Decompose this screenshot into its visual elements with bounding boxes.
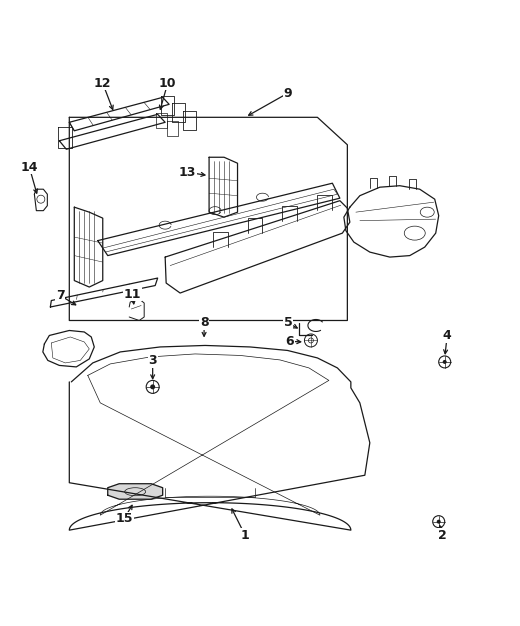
Polygon shape (344, 186, 439, 257)
Polygon shape (156, 113, 167, 128)
Polygon shape (50, 278, 158, 307)
Text: 2: 2 (438, 528, 447, 541)
Polygon shape (69, 98, 169, 131)
Polygon shape (172, 103, 185, 122)
Text: 7: 7 (56, 289, 64, 302)
Polygon shape (108, 484, 163, 499)
Polygon shape (58, 127, 72, 148)
Text: 8: 8 (200, 317, 209, 329)
Polygon shape (209, 157, 238, 217)
Polygon shape (74, 207, 103, 287)
Polygon shape (167, 121, 178, 136)
Text: 13: 13 (179, 166, 197, 179)
Text: 14: 14 (21, 161, 38, 174)
Text: 12: 12 (94, 77, 111, 90)
Polygon shape (165, 201, 350, 293)
Text: 4: 4 (443, 329, 451, 342)
Polygon shape (34, 189, 47, 211)
Polygon shape (183, 111, 196, 130)
Text: 6: 6 (285, 335, 294, 348)
Text: 5: 5 (283, 317, 292, 329)
Polygon shape (161, 96, 174, 115)
Text: 15: 15 (115, 512, 133, 525)
Circle shape (150, 384, 155, 389)
Text: 10: 10 (159, 77, 176, 90)
Polygon shape (129, 299, 144, 321)
Text: 3: 3 (148, 354, 157, 367)
Text: 1: 1 (241, 528, 250, 541)
Circle shape (437, 520, 441, 524)
Text: 9: 9 (283, 87, 292, 100)
Text: 11: 11 (124, 287, 141, 300)
Polygon shape (69, 346, 370, 530)
Polygon shape (98, 183, 340, 255)
Circle shape (443, 360, 447, 364)
Polygon shape (43, 331, 94, 367)
